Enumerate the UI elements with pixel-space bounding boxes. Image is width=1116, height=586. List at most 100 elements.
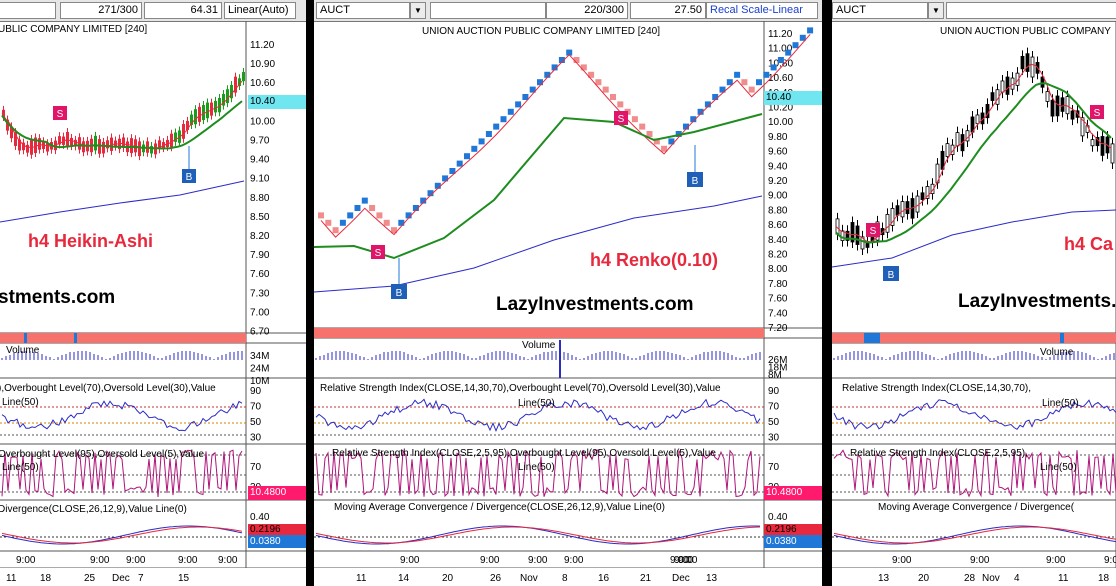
price-tick: 11.20 <box>768 29 793 40</box>
time-label: 9:00 <box>564 555 584 566</box>
renko-brick <box>646 131 653 137</box>
bar-count-field[interactable] <box>430 2 546 19</box>
scale-mode-button[interactable]: Linear(Auto) <box>224 2 296 19</box>
renko-brick <box>602 86 609 93</box>
candlestick <box>955 132 960 147</box>
symbol-field[interactable]: AUCT <box>832 2 928 19</box>
renko-brick <box>719 86 726 93</box>
sell-signal-icon <box>371 245 385 259</box>
date-label: 16 <box>598 573 610 584</box>
macd-label: Divergence(CLOSE,26,12,9),Value Line(0) <box>0 504 187 515</box>
macd-label: Moving Average Convergence / Divergence(… <box>334 502 665 513</box>
heikin-ashi-chart[interactable]: 11.2010.9010.6010.3010.009.709.409.108.8… <box>0 0 306 586</box>
date-label: 26 <box>490 573 502 584</box>
symbol-dropdown-icon[interactable]: ▼ <box>410 2 426 19</box>
renko-brick <box>412 205 419 211</box>
sell-signal-icon <box>866 223 880 237</box>
sell-signal-icon <box>614 111 628 125</box>
watermark: LazyInvestments. <box>958 291 1116 312</box>
date-label: 20 <box>918 573 930 584</box>
candlestick <box>990 92 995 101</box>
rsi14-tick: 70 <box>250 402 262 413</box>
buy-signal-icon <box>883 266 899 281</box>
rsi2-line <box>315 449 761 498</box>
renko-brick <box>369 205 376 211</box>
last-value-field[interactable]: 27.50 <box>630 2 706 19</box>
renko-brick <box>734 71 741 78</box>
renko-brick <box>595 79 602 86</box>
symbol-dropdown-icon[interactable]: ▼ <box>928 2 944 19</box>
renko-brick <box>515 101 522 108</box>
date-label: 25 <box>84 573 96 584</box>
last-value-field[interactable]: 64.31 <box>144 2 222 19</box>
renko-brick <box>777 57 784 63</box>
chart-title: UNION AUCTION PUBLIC COMPANY LIMITED [24… <box>422 26 661 37</box>
price-tick: 10.20 <box>768 103 793 114</box>
heikin-ashi-candle <box>238 78 241 86</box>
chart-panel-candlestick[interactable]: AUCT ▼ SSB9:009:009:009:00132028Nov41118… <box>832 0 1116 586</box>
date-label: 13 <box>878 573 890 584</box>
price-tick: 8.40 <box>768 235 788 246</box>
date-label: 18 <box>1098 573 1110 584</box>
bar-count-field[interactable] <box>946 2 1116 19</box>
renko-brick <box>361 197 368 204</box>
buy-signal-glyph: B <box>186 172 193 183</box>
renko-brick <box>566 49 573 56</box>
volume-tick: 8M <box>768 370 782 381</box>
candlestick <box>975 114 980 125</box>
renko-brick <box>485 131 492 137</box>
bar-count-field[interactable]: 271/300 <box>60 2 142 19</box>
candlestick <box>890 208 895 226</box>
volume-label: Volume <box>1040 347 1074 358</box>
macd-line <box>833 525 1116 545</box>
candlestick <box>1045 91 1050 102</box>
rsi14-tick: 50 <box>250 417 262 428</box>
price-tick: 10.60 <box>250 78 275 89</box>
signal-value-tag: 0.0380 <box>248 535 306 548</box>
price-tick: 7.00 <box>250 307 270 318</box>
macd-signal-line <box>833 526 1116 544</box>
heikin-ashi-candle <box>26 144 29 153</box>
candlestick <box>895 205 900 216</box>
time-label: 9:00 <box>1046 555 1066 566</box>
time-label: 9:00 <box>678 555 698 566</box>
bar-count-value[interactable]: 220/300 <box>546 2 628 19</box>
buy-signal-icon <box>182 169 196 183</box>
renko-chart[interactable]: 11.20 11.00 10.80 10.60 10.4010.20 10.00 9.80 9… <box>314 0 822 586</box>
heikin-ashi-candle <box>62 136 65 145</box>
date-label: 11 <box>356 573 367 584</box>
heikin-ashi-candle <box>34 137 37 154</box>
rsi2-tick: 70 <box>768 462 780 473</box>
chart-type-label: h4 Heikin-Ashi <box>28 231 154 251</box>
sell-signal-icon <box>53 106 67 120</box>
price-tick: 7.30 <box>250 288 270 299</box>
macd-signal-line <box>1 526 243 544</box>
heikin-ashi-candle <box>102 141 105 154</box>
time-label: 9:00 <box>1104 555 1116 566</box>
panel-toolbar: AUCT ▼ 220/300 27.50 Recal Scale-Linear <box>314 0 822 22</box>
chart-panel-heikin-ashi[interactable]: 271/300 64.31 Linear(Auto) 11.20 10.90 10.… <box>0 0 306 586</box>
time-label: 9:00 <box>670 555 690 566</box>
time-label: 9:00 <box>218 555 238 566</box>
scale-mode-button[interactable]: Recal Scale-Linear <box>706 2 818 19</box>
price-tick: 9.80 <box>768 132 788 143</box>
renko-brick <box>770 64 777 71</box>
volume-tick: 26M <box>768 355 787 366</box>
renko-brick <box>434 182 441 189</box>
renko-brick <box>690 116 697 123</box>
heikin-ashi-candle <box>234 76 237 93</box>
signal-bar <box>0 333 246 343</box>
renko-brick <box>522 94 529 100</box>
date-axis <box>0 568 306 586</box>
symbol-field[interactable] <box>0 2 56 19</box>
price-tick: 7.60 <box>250 269 270 280</box>
rsi14-tick: 90 <box>250 386 262 397</box>
chart-panel-renko[interactable]: AUCT ▼ 220/300 27.50 Recal Scale-Linear … <box>314 0 822 586</box>
renko-brick <box>544 71 551 78</box>
heikin-ashi-candle <box>94 135 97 151</box>
rsi2-tick: 70 <box>250 462 262 473</box>
date-label: 11 <box>1058 573 1069 584</box>
heikin-ashi-candle <box>10 126 13 139</box>
symbol-field[interactable]: AUCT <box>316 2 410 19</box>
